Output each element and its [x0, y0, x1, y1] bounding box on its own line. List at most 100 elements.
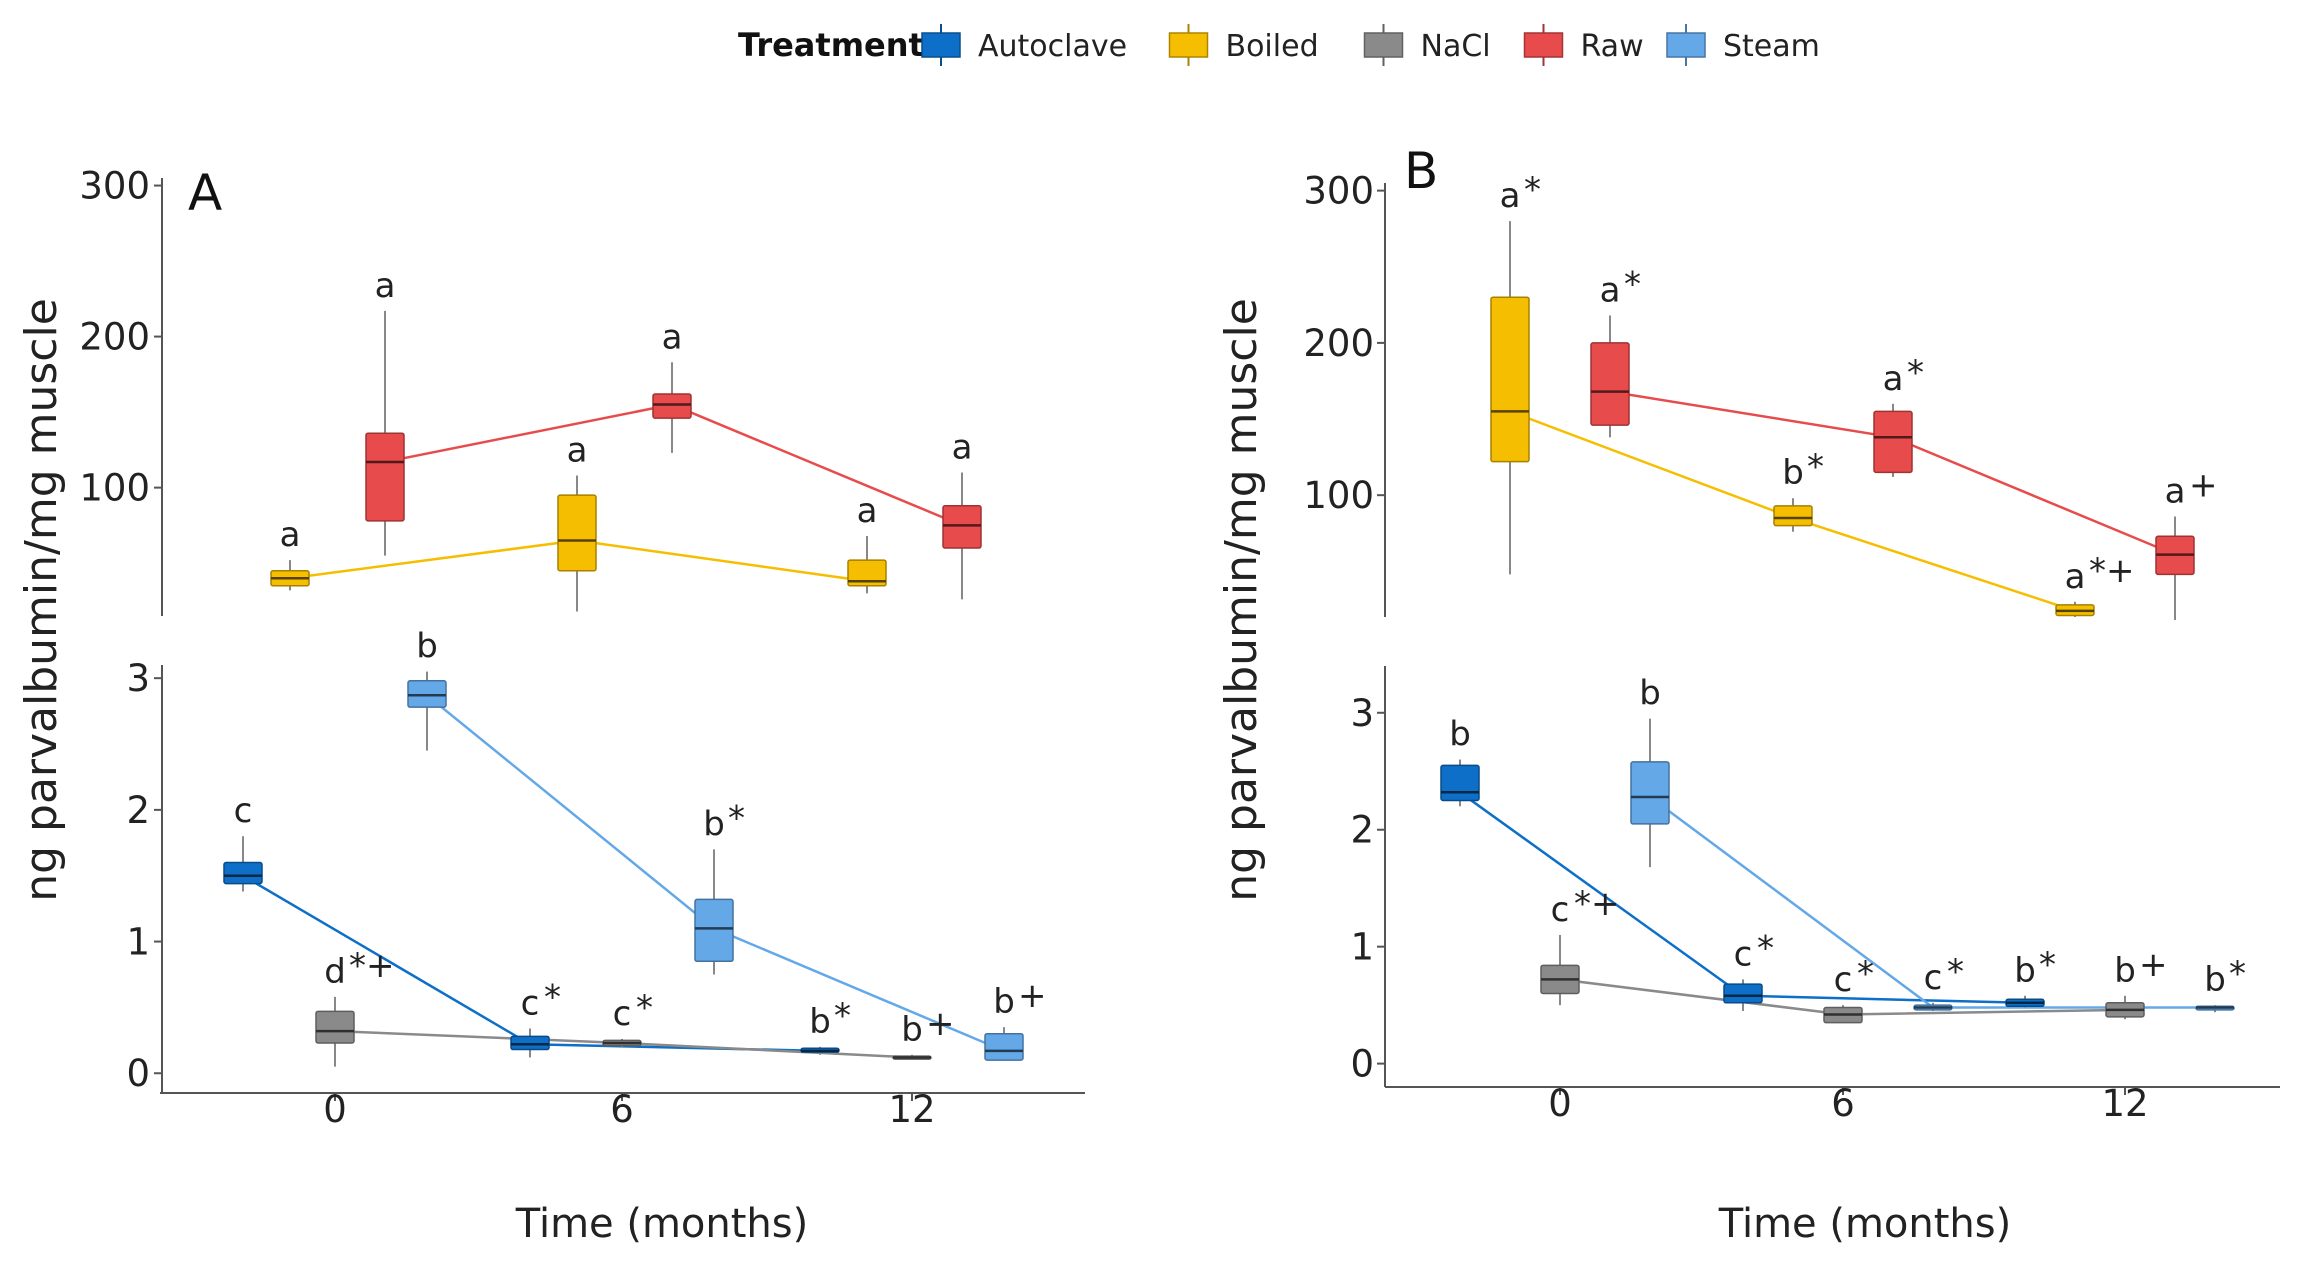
- box-nacl-0: c *+: [1540, 884, 1620, 1006]
- significance-letter: c: [234, 791, 253, 831]
- x-tick-label: 0: [323, 1088, 347, 1131]
- legend-label-autoclave: Autoclave: [978, 29, 1127, 64]
- box-raw-12: a +: [2155, 465, 2218, 621]
- box-steam-6: b *: [694, 798, 745, 975]
- legend: Treatment Autoclave Boiled NaCl Raw Steam: [738, 24, 1820, 66]
- y-tick-label: 3: [126, 657, 150, 700]
- box-body: [1723, 983, 1763, 1004]
- box-steam-12: b *: [2195, 954, 2246, 1013]
- box-nacl-0: d *+: [315, 946, 395, 1067]
- significance-letter: b: [1782, 453, 1804, 493]
- panel-a-x-axis-label: Time (months): [515, 1201, 808, 1247]
- significance-marks: *: [1857, 954, 1874, 994]
- box-steam-0: b: [407, 627, 447, 751]
- panel-a-y-axis-label: ng parvalbumin/mg muscle: [16, 298, 67, 902]
- box-autoclave-0: b: [1440, 715, 1480, 807]
- box-body: [694, 898, 734, 963]
- significance-marks: +: [926, 1004, 955, 1044]
- significance-marks: +: [2189, 465, 2218, 505]
- significance-letter: d: [324, 952, 346, 992]
- box-body: [407, 680, 447, 708]
- significance-letter: a: [2165, 471, 2186, 511]
- y-tick-label: 1: [1350, 926, 1374, 969]
- significance-letter: b: [1449, 715, 1471, 755]
- significance-letter: a: [280, 515, 301, 555]
- box-raw-12: a: [942, 428, 982, 600]
- significance-letter: a: [1500, 176, 1521, 216]
- box-body: [315, 1010, 355, 1044]
- y-tick-label: 3: [1350, 692, 1374, 735]
- significance-marks: *: [1947, 952, 1964, 992]
- box-body: [1773, 505, 1813, 527]
- y-tick-label: 200: [1303, 322, 1374, 365]
- box-body: [984, 1032, 1024, 1061]
- significance-letter: b: [1639, 674, 1661, 714]
- legend-label-raw: Raw: [1581, 29, 1644, 64]
- x-tick-label: 0: [1548, 1082, 1572, 1125]
- box-steam-0: b: [1630, 674, 1670, 868]
- significance-marks: *+: [1574, 884, 1620, 924]
- significance-letter: b: [703, 804, 725, 844]
- panel-a-label: A: [188, 164, 222, 222]
- significance-marks: *: [2229, 954, 2246, 994]
- significance-letter: a: [567, 431, 588, 471]
- significance-letter: b: [809, 1002, 831, 1042]
- box-body: [1490, 296, 1530, 463]
- significance-letter: a: [375, 266, 396, 306]
- significance-marks: *: [834, 996, 851, 1036]
- panel-b-y-axis-label: ng parvalbumin/mg muscle: [1216, 298, 1267, 902]
- box-steam-6: c *: [1913, 952, 1964, 1011]
- legend-label-boiled: Boiled: [1226, 29, 1319, 64]
- significance-letter: c: [1834, 960, 1853, 1000]
- box-body: [557, 494, 597, 572]
- box-nacl-6: c *: [602, 988, 653, 1047]
- significance-marks: *: [1524, 170, 1541, 210]
- y-tick-label: 2: [126, 789, 150, 832]
- significance-letter: a: [952, 428, 973, 468]
- significance-letter: a: [1883, 359, 1904, 399]
- significance-marks: *: [636, 988, 653, 1028]
- box-body: [1440, 764, 1480, 802]
- significance-marks: +: [2139, 945, 2168, 985]
- significance-letter: b: [993, 982, 1015, 1022]
- panel-b-x-axis-label: Time (months): [1718, 1201, 2011, 1247]
- box-boiled-0: a: [270, 515, 310, 591]
- significance-marks: *: [728, 798, 745, 838]
- box-autoclave-12: b *: [800, 996, 851, 1055]
- significance-letter: b: [2114, 951, 2136, 991]
- box-nacl-12: b +: [892, 1004, 955, 1060]
- panel-b-label: B: [1404, 142, 1438, 200]
- legend-title: Treatment: [738, 26, 924, 64]
- significance-marks: *: [1807, 447, 1824, 487]
- y-tick-label: 300: [1303, 170, 1374, 213]
- legend-key-nacl: [1363, 32, 1404, 58]
- y-tick-label: 100: [79, 467, 150, 510]
- significance-letter: b: [416, 627, 438, 667]
- significance-marks: *: [544, 977, 561, 1017]
- significance-letter: a: [662, 317, 683, 357]
- box-autoclave-12: b *: [2005, 945, 2056, 1008]
- significance-letter: a: [1600, 270, 1621, 310]
- box-body: [942, 504, 982, 549]
- box-autoclave-0: c: [223, 791, 263, 892]
- box-body: [1590, 342, 1630, 426]
- box-raw-0: a: [365, 266, 405, 556]
- x-tick-label: 12: [888, 1088, 935, 1131]
- box-steam-12: b +: [984, 976, 1047, 1061]
- legend-key-autoclave: [921, 32, 961, 58]
- legend-key-steam: [1666, 32, 1706, 58]
- significance-letter: c: [521, 983, 540, 1023]
- significance-marks: *: [1907, 353, 1924, 393]
- box-raw-6: a *: [1873, 353, 1924, 477]
- significance-letter: a: [857, 491, 878, 531]
- box-body: [1630, 761, 1670, 825]
- box-body: [847, 559, 887, 587]
- y-tick-label: 0: [1350, 1043, 1374, 1086]
- box-body: [223, 861, 263, 885]
- x-tick-label: 12: [2101, 1082, 2148, 1125]
